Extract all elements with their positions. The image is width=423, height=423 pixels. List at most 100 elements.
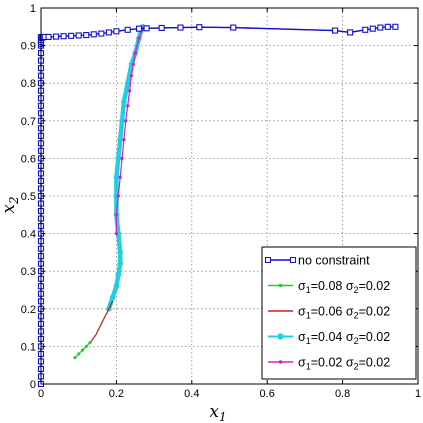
data-point: [105, 29, 112, 36]
legend-label: σ1=0.04 σ2=0.02: [298, 330, 390, 346]
legend-sub: 2: [354, 362, 359, 372]
legend-sub: 1: [306, 336, 311, 346]
data-point: [113, 283, 120, 290]
y-tick-label: 0.9: [21, 41, 36, 53]
series-2: [89, 301, 114, 343]
legend-sigma: σ: [346, 330, 354, 344]
data-point: [137, 36, 141, 40]
y-axis-label-sub: 2: [7, 196, 21, 205]
x-tick-label: 0.8: [335, 388, 350, 400]
data-point: [133, 51, 137, 55]
y-tick-label: 1: [30, 3, 36, 15]
data-point: [377, 24, 384, 31]
legend-entry: σ1=0.06 σ2=0.02: [268, 305, 390, 321]
data-point: [114, 232, 118, 236]
data-point: [113, 174, 120, 180]
legend-value: =0.02: [359, 356, 391, 370]
data-point: [347, 29, 354, 36]
legend-value: =0.08: [311, 279, 346, 293]
legend-sigma: σ: [298, 279, 306, 293]
data-point: [120, 156, 124, 160]
data-point: [158, 24, 165, 31]
legend-marker: [278, 283, 283, 288]
data-point: [77, 352, 81, 356]
y-tick-label: 0.8: [21, 78, 36, 90]
legend-sigma: σ: [298, 330, 306, 344]
y-tick-label: 0.3: [21, 266, 36, 278]
ticks: 0 0.2 0.4 0.6 0.8 1 0 0.1 0.2 0.3 0.4 0.5 0.6 0.7 0.8 0…: [21, 3, 421, 400]
legend-entry: σ1=0.08 σ2=0.02: [268, 279, 390, 295]
legend-label: σ1=0.06 σ2=0.02: [298, 305, 390, 321]
data-point: [117, 260, 123, 267]
legend-label: no constraint: [298, 254, 370, 268]
legend-entry: σ1=0.04 σ2=0.02: [268, 330, 390, 346]
data-point: [362, 26, 369, 33]
x-axis-label: x1: [209, 402, 226, 423]
data-point: [196, 24, 203, 31]
x-tick-label: 0.2: [109, 388, 124, 400]
data-point: [68, 32, 75, 39]
legend-value: =0.02: [359, 305, 391, 319]
y-tick-label: 0.7: [21, 116, 36, 128]
data-point: [126, 104, 130, 108]
data-point: [332, 27, 339, 34]
series-1: [73, 341, 92, 360]
x-tick-label: 1: [415, 388, 421, 400]
x-tick-label: 0.4: [184, 388, 199, 400]
data-point: [90, 31, 97, 38]
legend-marker: [278, 360, 283, 364]
data-point: [117, 249, 123, 256]
data-point: [109, 294, 116, 301]
x-tick-label: 0.6: [260, 388, 275, 400]
legend-marker: [277, 333, 284, 340]
legend-entry: no constraint: [265, 254, 370, 268]
legend-label: σ1=0.02 σ2=0.02: [298, 356, 390, 372]
legend-value: =0.02: [359, 330, 391, 344]
legend-sigma: σ: [346, 305, 354, 319]
data-point: [122, 138, 126, 142]
data-point: [392, 23, 399, 30]
legend-sub: 2: [354, 285, 359, 295]
x-tick-label: 0: [38, 388, 44, 400]
y-tick-label: 0.6: [21, 153, 36, 165]
data-point: [131, 62, 135, 66]
data-point: [45, 33, 52, 41]
data-point: [114, 213, 118, 217]
y-tick-label: 0.1: [21, 341, 36, 353]
data-point: [83, 32, 90, 39]
data-point: [369, 25, 376, 32]
y-tick-label: 0.2: [21, 304, 36, 316]
data-point: [98, 30, 105, 37]
legend-sigma: σ: [298, 356, 306, 370]
y-tick-label: 0: [30, 379, 36, 391]
data-point: [124, 26, 131, 33]
data-point: [127, 89, 132, 93]
legend-sub: 2: [354, 336, 359, 346]
data-point: [73, 356, 77, 360]
y-axis-label: x2: [0, 196, 21, 213]
data-point: [53, 33, 60, 40]
legend-value: =0.02: [359, 279, 391, 293]
data-point: [135, 25, 143, 32]
legend-sub: 1: [306, 311, 311, 321]
data-point: [113, 28, 120, 35]
legend-sigma: σ: [346, 356, 354, 370]
data-point: [88, 341, 92, 345]
data-point: [384, 23, 391, 30]
legend-sub: 2: [354, 311, 359, 321]
data-point: [177, 24, 184, 31]
data-point: [143, 25, 150, 32]
data-point: [75, 32, 82, 39]
data-point: [116, 194, 120, 198]
legend-value: =0.04: [311, 330, 346, 344]
x-axis-label-sub: 1: [219, 410, 227, 423]
y-axis-label-main: x: [0, 204, 19, 214]
data-point: [115, 155, 122, 162]
data-point: [124, 80, 131, 86]
legend-sub: 1: [306, 285, 311, 295]
data-point: [124, 119, 128, 123]
data-point: [60, 33, 67, 40]
data-point: [115, 272, 122, 278]
